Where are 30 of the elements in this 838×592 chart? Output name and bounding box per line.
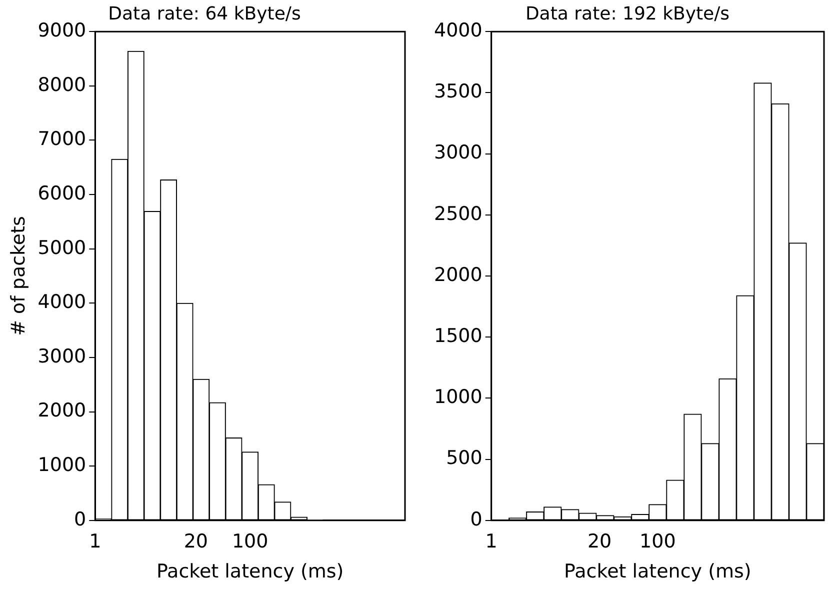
y-tick-label: 2000 xyxy=(38,400,86,422)
x-tick-label: 1 xyxy=(485,530,498,553)
y-tick-label: 1000 xyxy=(38,454,86,476)
y-tick-label: 1500 xyxy=(434,325,482,348)
y-tick-label: 3000 xyxy=(38,345,86,368)
y-tick-label: 0 xyxy=(470,508,482,530)
x-axis-title: Packet latency (ms) xyxy=(564,560,752,583)
x-tick-label: 100 xyxy=(640,530,676,553)
y-tick-label: 500 xyxy=(446,447,482,470)
y-tick-label: 7000 xyxy=(38,128,86,150)
y-tick-label: 3500 xyxy=(434,80,482,103)
y-tick-label: 2500 xyxy=(434,202,482,225)
x-axis-title: Packet latency (ms) xyxy=(156,560,344,583)
x-tick-label: 20 xyxy=(184,530,208,553)
y-tick-label: 4000 xyxy=(38,291,86,314)
y-tick-label: 9000 xyxy=(38,20,86,42)
y-tick-label: 0 xyxy=(74,508,86,530)
x-tick-label: 20 xyxy=(587,530,612,553)
y-tick-label: 6000 xyxy=(38,182,86,204)
y-tick-label: 1000 xyxy=(434,386,482,408)
chart-title: Data rate: 64 kByte/s xyxy=(108,3,301,24)
x-tick-label: 100 xyxy=(232,530,268,553)
y-tick-label: 5000 xyxy=(38,236,86,259)
y-tick-label: 2000 xyxy=(434,264,482,286)
x-tick-label: 1 xyxy=(89,530,102,553)
y-axis-title: # of packets xyxy=(7,216,30,336)
y-tick-label: 8000 xyxy=(38,74,86,96)
chart-title: Data rate: 192 kByte/s xyxy=(525,3,730,24)
y-tick-label: 4000 xyxy=(434,20,482,42)
y-tick-label: 3000 xyxy=(434,142,482,164)
